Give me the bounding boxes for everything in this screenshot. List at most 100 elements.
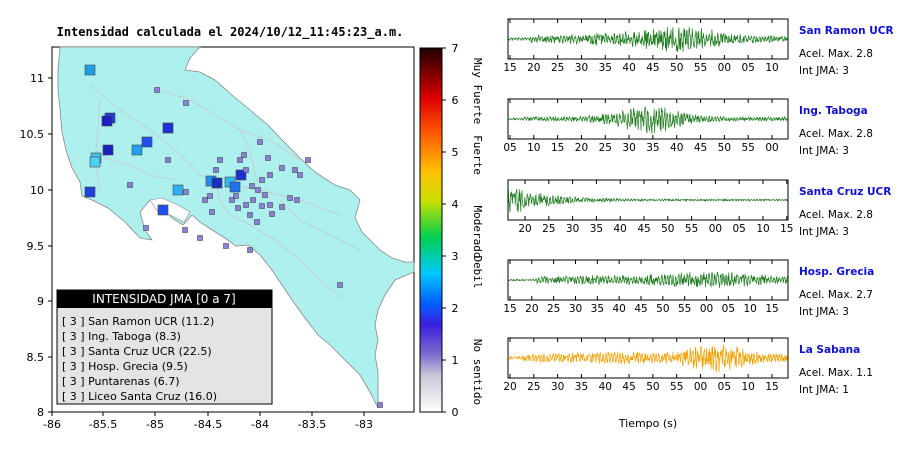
waveform-tick-label: 40: [599, 381, 612, 393]
station-marker: [235, 169, 247, 181]
station-marker: [131, 144, 143, 156]
waveform-tick-label: 00: [718, 62, 731, 74]
station-marker-small: [233, 193, 239, 199]
station-marker-small: [229, 197, 235, 203]
station-name: Santa Cruz UCR: [799, 186, 891, 198]
station-marker: [84, 64, 96, 76]
waveform-tick-label: 55: [685, 223, 698, 235]
station-marker-small: [267, 172, 273, 178]
waveform-tick-label: 45: [646, 62, 659, 74]
station-marker-small: [259, 203, 265, 209]
map-xtick-label: -86: [43, 418, 61, 431]
waveform-tick-label: 30: [569, 303, 582, 315]
map-ytick-label: 10.5: [20, 128, 45, 141]
waveform-panel: 15 20 25 30 35 40 45 50 55 00 05 10 15 Hosp. Grecia Ac…: [503, 259, 874, 318]
waveform-tick-label: 30: [622, 142, 635, 154]
waveform-tick-label: 20: [527, 62, 540, 74]
waveform-tick-label: 10: [527, 142, 540, 154]
waveform-tick-label: 15: [503, 62, 516, 74]
map-xtick-label: -85.5: [89, 418, 117, 431]
station-marker-small: [127, 182, 133, 188]
station-marker-small: [235, 205, 241, 211]
waveform-trace: [507, 26, 789, 53]
station-name: San Ramon UCR: [799, 25, 894, 37]
station-marker-small: [279, 165, 285, 171]
legend-header: INTENSIDAD JMA [0 a 7]: [92, 292, 235, 306]
waveform-tick-label: 20: [575, 142, 588, 154]
waveform-tick-label: 55: [670, 381, 683, 393]
station-marker-small: [202, 197, 208, 203]
legend-header-bar: [57, 290, 272, 308]
station-acel: Acel. Max. 1.1: [799, 367, 873, 379]
station-marker-small: [197, 235, 203, 241]
station-jma: Int JMA: 3: [799, 65, 849, 77]
waveform-tick-label: 50: [670, 62, 683, 74]
legend-item: [ 3 ] San Ramon UCR (11.2): [62, 315, 214, 328]
colorbar-tick-label: 0: [452, 406, 459, 419]
station-marker-small: [287, 195, 293, 201]
legend-item: [ 3 ] Hosp. Grecia (9.5): [62, 360, 188, 373]
station-marker-small: [209, 209, 215, 215]
station-marker-small: [257, 139, 263, 145]
station-jma: Int JMA: 3: [799, 306, 849, 318]
station-jma: Int JMA: 3: [799, 226, 849, 238]
station-marker: [162, 122, 174, 134]
colorbar-tick-label: 2: [452, 302, 459, 315]
waveform-tick-label: 35: [590, 223, 603, 235]
waveform-tick-label: 15: [503, 303, 516, 315]
waveform-tick-label: 25: [527, 381, 540, 393]
waveform-tick-label: 15: [765, 381, 778, 393]
station-marker-small: [255, 187, 261, 193]
colorbar-tick-label: 5: [452, 146, 459, 159]
map-ytick-label: 10: [30, 184, 44, 197]
waveform-tick-label: 45: [622, 381, 635, 393]
waveform-tick-label: 25: [599, 142, 612, 154]
waveform-tick-label: 40: [670, 142, 683, 154]
waveform-panel: 15 20 25 30 35 40 45 50 55 00 05 10 San Ramon UCR Ace…: [503, 18, 894, 77]
waveform-tick-label: 35: [646, 142, 659, 154]
road-network: [89, 84, 361, 301]
waveform-tick-label: 35: [599, 62, 612, 74]
colorbar-label: Moderado: [471, 206, 484, 259]
station-marker-small: [305, 157, 311, 163]
waveform-tick-label: 10: [756, 223, 769, 235]
colorbar-label: No sentido: [471, 339, 484, 405]
waveform-tick-label: 45: [637, 223, 650, 235]
map-xtick-label: -83: [355, 418, 373, 431]
waveform-trace: [507, 106, 789, 134]
station-marker-small: [337, 282, 343, 288]
legend-item: [ 3 ] Puntarenas (6.7): [62, 375, 180, 388]
station-marker-small: [243, 167, 249, 173]
station-marker-small: [154, 87, 160, 93]
waveform-tick-label: 50: [656, 303, 669, 315]
station-marker-small: [237, 157, 243, 163]
station-marker-small: [265, 155, 271, 161]
waveform-tick-label: 20: [525, 303, 538, 315]
legend-box: [56, 289, 273, 405]
colorbar-label: Fuerte: [471, 135, 484, 175]
waveform-tick-label: 05: [503, 142, 516, 154]
waveform-panels: 15 20 25 30 35 40 45 50 55 00 05 10 San Ramon UCR Ace…: [503, 18, 894, 396]
waveform-tick-label: 55: [694, 62, 707, 74]
waveform-tick-label: 40: [614, 223, 627, 235]
station-markers: [84, 64, 383, 408]
waveform-tick-label: 35: [591, 303, 604, 315]
waveform-tick-label: 25: [547, 303, 560, 315]
station-name: Hosp. Grecia: [799, 266, 874, 278]
map-axes: -86 -85.5 -85 -84.5 -84 -83.5 -83 8 8.5 9 9.5 10 10.…: [20, 72, 373, 431]
map-ytick-label: 8: [37, 406, 44, 419]
station-jma: Int JMA: 1: [799, 384, 849, 396]
station-marker-small: [223, 243, 229, 249]
map-xtick-label: -84.5: [194, 418, 222, 431]
waveform-tick-label: 10: [743, 303, 756, 315]
station-marker: [89, 156, 101, 168]
station-marker: [101, 115, 113, 127]
waveform-panel: 05 10 15 20 25 30 35 40 45 50 55 00 Ing. Taboga Acel.…: [503, 98, 873, 157]
waveform-trace: [507, 186, 788, 213]
station-marker-small: [182, 227, 188, 233]
waveform-tick-label: 30: [566, 223, 579, 235]
waveform-tick-label: 50: [646, 381, 659, 393]
legend-item: [ 3 ] Santa Cruz UCR (22.5): [62, 345, 212, 358]
colorbar-tick-label: 6: [452, 94, 459, 107]
waveform-tick-label: 15: [551, 142, 564, 154]
